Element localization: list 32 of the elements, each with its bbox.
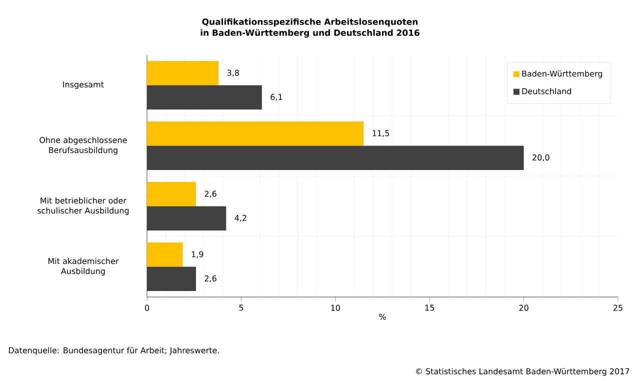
x-tick-label: 10 (331, 304, 340, 311)
y-tick-label: Mit akademischer Ausbildung (48, 258, 119, 276)
bar (147, 242, 183, 267)
data-label: 11,5 (372, 130, 389, 138)
bar (147, 85, 262, 110)
bar (147, 122, 364, 146)
y-tick-label: Ohne abgeschlossene Berufsausbildung (40, 136, 127, 155)
x-tick-label: 25 (613, 304, 622, 311)
bar (147, 206, 226, 230)
legend-label: Baden-Württemberg (522, 70, 602, 78)
bar (147, 266, 196, 291)
data-label: 2,6 (204, 275, 216, 282)
x-tick-label: 5 (239, 304, 244, 311)
legend-label: Deutschland (522, 88, 571, 94)
x-tick-label: 15 (425, 304, 434, 311)
bar (147, 146, 524, 170)
x-tick-label: 20 (519, 304, 528, 311)
data-label: 6,1 (270, 94, 282, 101)
y-tick-label: Mit betrieblicher oder schulischer Ausbildung (38, 197, 129, 216)
bar (147, 182, 196, 206)
data-label: 4,2 (234, 214, 246, 222)
y-tick-label: Insgesamt (63, 82, 104, 89)
x-tick-label: 0 (144, 304, 150, 311)
text: Datenquelle: Bundesagentur für Arbeit; Jahreswerte. (8, 347, 219, 355)
data-label: 3,8 (227, 70, 239, 77)
x-axis-title: % (379, 314, 386, 320)
text: © Statistisches Landesamt Baden-Württemberg 2017 (416, 368, 630, 376)
chart-title: Qualifikationsspezifische Arbeitslosenquoten in Baden-Württemberg und Deutschland 2016 (200, 18, 420, 38)
data-label: 1,9 (192, 251, 204, 258)
bar (147, 61, 219, 86)
data-label: 2,6 (204, 190, 216, 198)
data-label: 20,0 (532, 154, 550, 162)
